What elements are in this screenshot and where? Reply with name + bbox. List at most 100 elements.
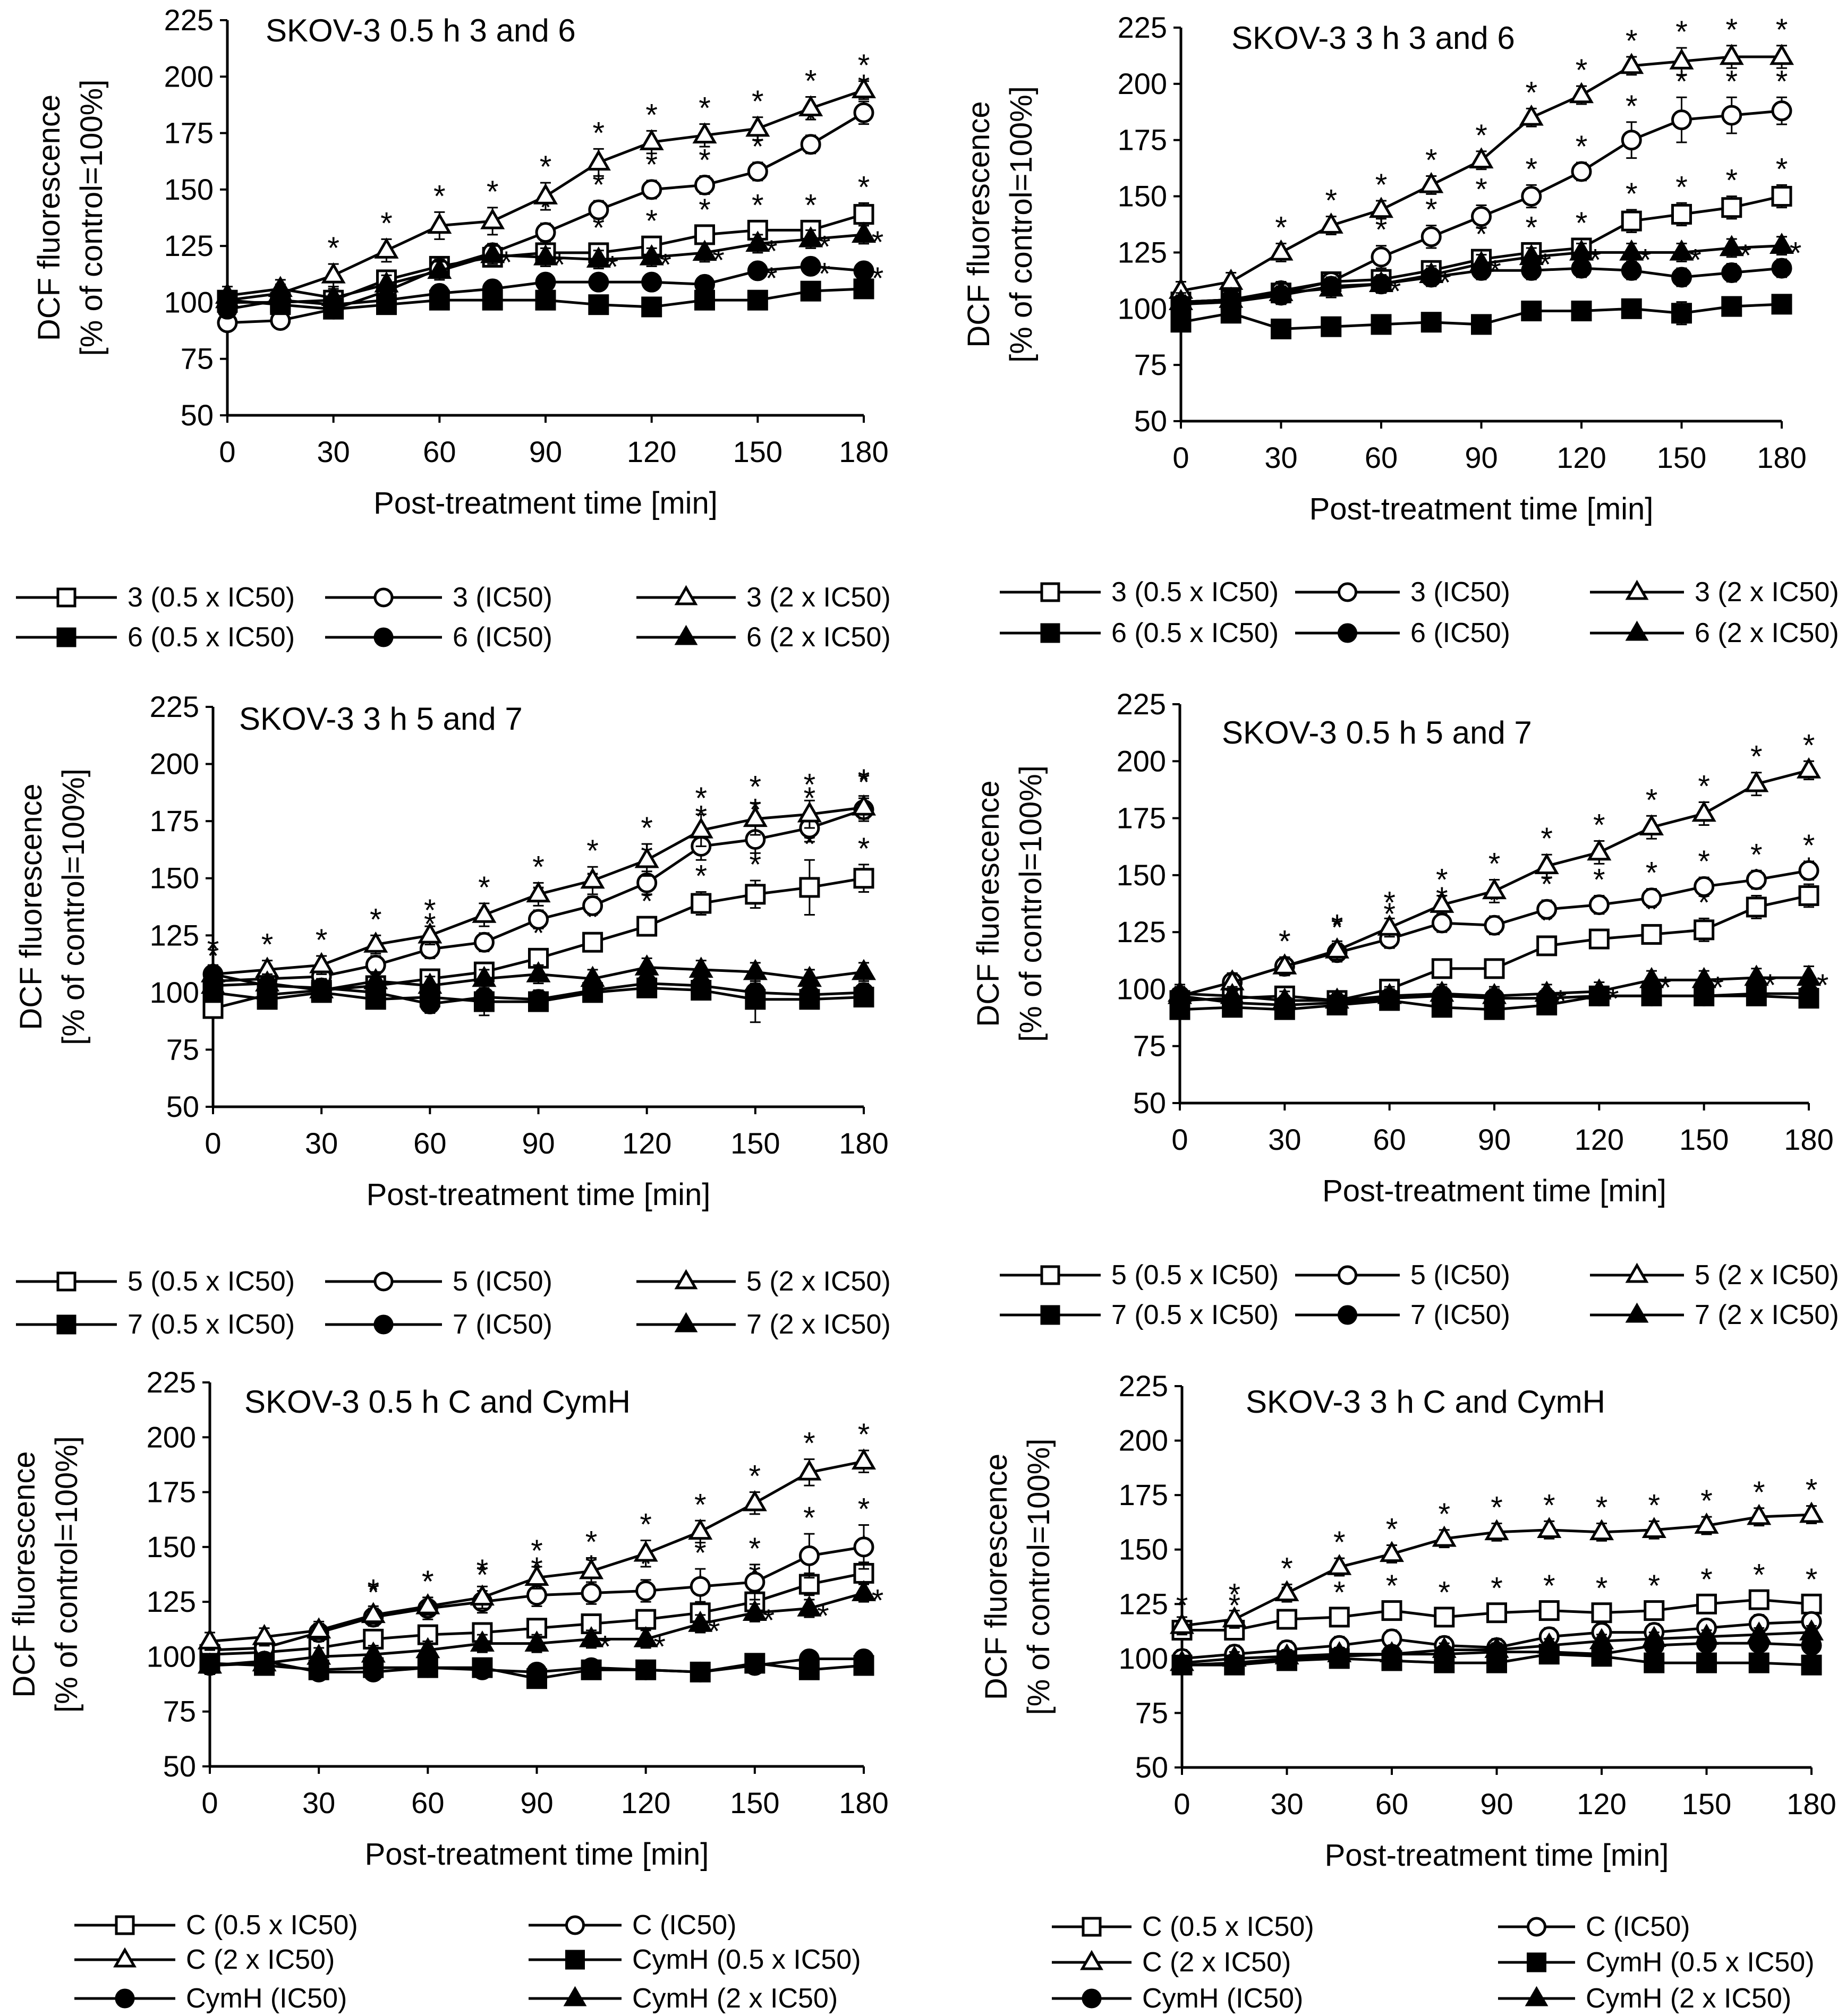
data-point (1694, 1624, 1719, 1645)
data-point (853, 102, 874, 123)
data-point (417, 1657, 438, 1678)
data-point (1798, 860, 1819, 881)
data-point (692, 122, 717, 144)
data-point (798, 1648, 820, 1670)
legend-item: 3 (0.5 x IC50) (1000, 577, 1279, 608)
chart-title: SKOV-3 0.5 h 5 and 7 (1222, 715, 1532, 750)
significance-star: * (1331, 908, 1343, 943)
data-point (1329, 1607, 1350, 1628)
data-point (429, 283, 450, 304)
significance-star: * (1700, 1484, 1713, 1518)
data-point (797, 801, 822, 823)
legend-marker (1625, 579, 1649, 600)
data-point (363, 1661, 384, 1682)
legend-marker (1040, 1265, 1060, 1285)
legend-item: 7 (2 x IC50) (636, 1309, 891, 1340)
legend-label: 6 (0.5 x IC50) (127, 622, 295, 653)
legend-label: C (2 x IC50) (1142, 1947, 1291, 1978)
significance-star: * (659, 247, 671, 282)
x-tick-label: 180 (839, 1786, 888, 1819)
x-axis-label: Post-treatment time [min] (1309, 492, 1654, 526)
chart-panel: 50 75 100 125 150 175 200 225 0 30 60 90 120 150 180 Po… (962, 11, 1839, 648)
significance-star: * (1776, 152, 1788, 186)
x-tick-label: 30 (302, 1786, 335, 1819)
y-tick-label: 125 (1118, 235, 1167, 269)
legend-label: CymH (0.5 x IC50) (632, 1944, 861, 1975)
data-point (798, 95, 823, 117)
y-tick-label: 150 (1119, 1533, 1168, 1566)
data-point (1669, 48, 1694, 70)
data-point (1671, 109, 1692, 131)
significance-star: * (585, 1525, 598, 1560)
significance-star: * (1576, 53, 1588, 88)
significance-star: * (477, 1558, 489, 1592)
significance-star: * (805, 64, 817, 99)
data-point (747, 260, 768, 281)
legend-item: CymH (0.5 x IC50) (529, 1944, 861, 1975)
data-point (853, 868, 874, 889)
x-tick-label: 0 (1172, 441, 1189, 474)
significance-star: * (1725, 164, 1738, 198)
x-tick-label: 150 (733, 435, 782, 468)
y-tick-label: 175 (1119, 1478, 1168, 1511)
significance-star: * (804, 767, 816, 802)
data-point (200, 972, 226, 994)
data-point (1219, 268, 1244, 290)
data-point (1771, 186, 1792, 207)
legend-marker (674, 1269, 698, 1289)
significance-star: * (1489, 254, 1501, 289)
x-axis-label: Post-treatment time [min] (373, 486, 718, 520)
legend-marker (1625, 1302, 1649, 1323)
legend-marker (563, 1986, 587, 2006)
data-point (1771, 258, 1792, 279)
significance-star: * (424, 893, 436, 928)
significance-star: * (478, 870, 490, 905)
data-point (1798, 885, 1819, 906)
data-point (374, 237, 399, 259)
data-point (1748, 1652, 1770, 1673)
significance-star: * (1436, 862, 1448, 897)
data-series (1169, 1619, 1824, 1671)
chart-title: SKOV-3 3 h 5 and 7 (239, 701, 523, 737)
significance-star: * (1589, 243, 1602, 277)
significance-star: * (500, 245, 513, 280)
legend-item: 6 (IC50) (1295, 618, 1510, 648)
data-point (1521, 301, 1542, 322)
legend-marker (113, 1947, 137, 1968)
significance-star: * (1383, 885, 1396, 920)
significance-star: * (1626, 24, 1638, 58)
data-point (1469, 147, 1494, 169)
significance-star: * (1700, 1562, 1713, 1597)
data-point (1519, 244, 1544, 266)
data-point (309, 952, 334, 973)
significance-star: * (1675, 64, 1688, 99)
data-point (690, 1576, 711, 1597)
data-point (853, 1536, 874, 1558)
data-point (307, 1643, 331, 1665)
y-tick-label: 225 (1117, 687, 1166, 721)
significance-star: * (367, 1573, 379, 1608)
data-point (1801, 1654, 1822, 1676)
legend-item: 5 (2 x IC50) (636, 1266, 891, 1297)
significance-star: * (1525, 152, 1537, 186)
legend-marker (56, 587, 76, 608)
significance-star: * (699, 91, 711, 126)
data-point (1799, 1619, 1824, 1641)
data-point (634, 847, 659, 868)
significance-star: * (1803, 828, 1815, 863)
data-point (1719, 235, 1744, 257)
legend-label: 6 (2 x IC50) (746, 622, 891, 653)
significance-star: * (370, 902, 382, 937)
significance-star: * (1491, 1490, 1503, 1525)
data-point (579, 1558, 604, 1579)
data-point (1222, 1645, 1247, 1667)
significance-star: * (1228, 1578, 1240, 1612)
significance-star: * (1753, 1558, 1765, 1593)
y-axis-label: DCF fluorescence (971, 780, 1006, 1027)
data-point (800, 280, 821, 302)
y-axis-label-unit: [% of control=100%] (49, 1436, 84, 1713)
legend-label: CymH (2 x IC50) (1586, 1983, 1791, 2014)
legend-marker (674, 1312, 698, 1332)
x-tick-label: 60 (1373, 1123, 1406, 1156)
data-point (586, 246, 611, 268)
